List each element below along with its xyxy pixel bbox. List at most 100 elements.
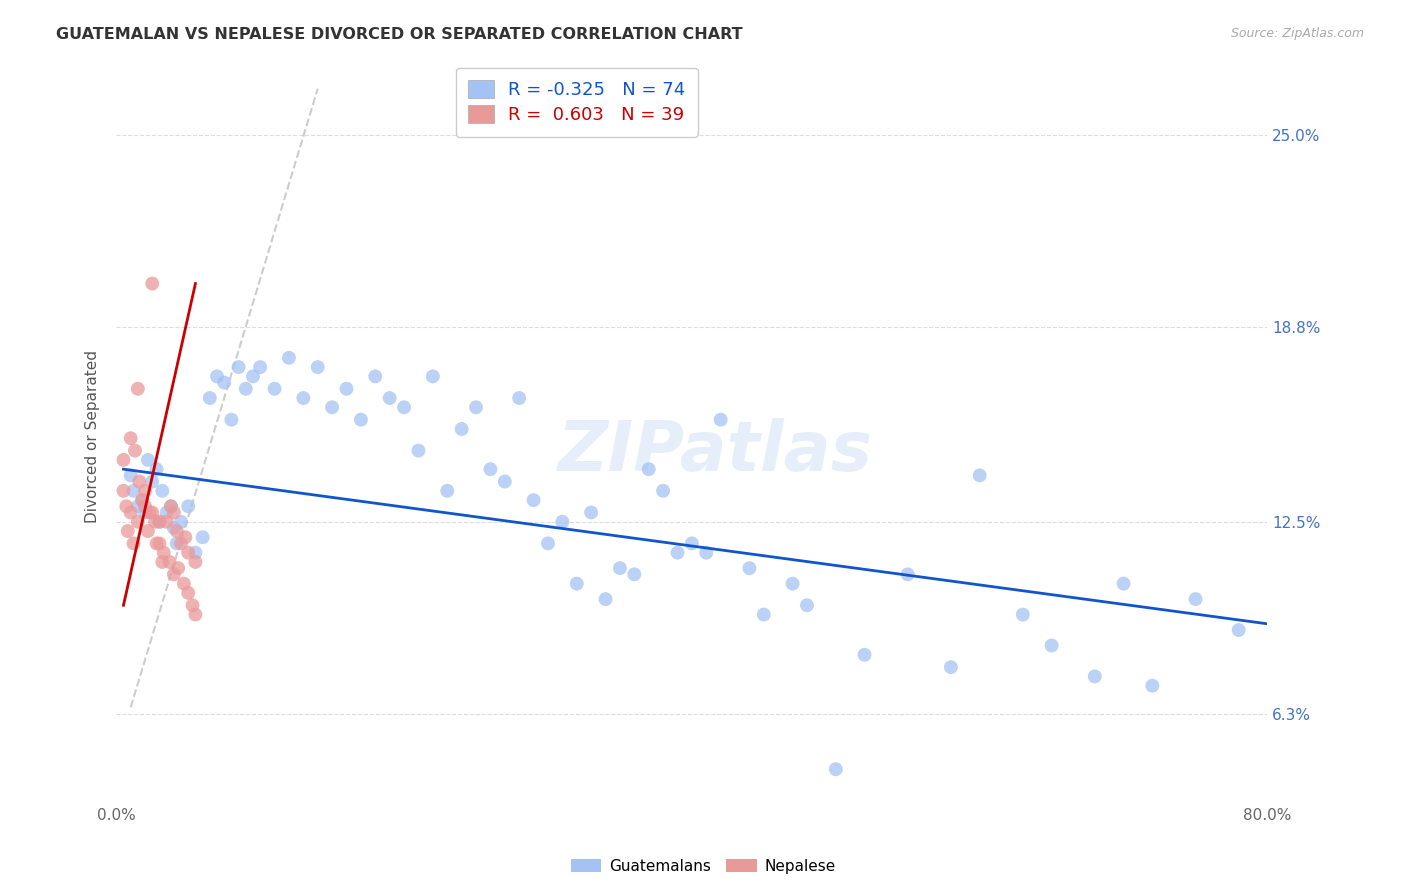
- Point: [136, 453, 159, 467]
- Y-axis label: Divorced or Separated: Divorced or Separated: [86, 351, 100, 524]
- Point: [652, 483, 675, 498]
- Point: [148, 515, 170, 529]
- Legend: Guatemalans, Nepalese: Guatemalans, Nepalese: [564, 853, 842, 880]
- Point: [1084, 669, 1107, 683]
- Point: [479, 462, 502, 476]
- Point: [184, 555, 207, 569]
- Point: [163, 567, 186, 582]
- Legend: R = -0.325   N = 74, R =  0.603   N = 39: R = -0.325 N = 74, R = 0.603 N = 39: [456, 68, 697, 137]
- Point: [335, 382, 357, 396]
- Point: [228, 360, 250, 375]
- Point: [163, 521, 186, 535]
- Point: [127, 500, 149, 514]
- Point: [167, 561, 190, 575]
- Point: [450, 422, 472, 436]
- Point: [235, 382, 257, 396]
- Point: [145, 536, 167, 550]
- Point: [307, 360, 329, 375]
- Text: GUATEMALAN VS NEPALESE DIVORCED OR SEPARATED CORRELATION CHART: GUATEMALAN VS NEPALESE DIVORCED OR SEPAR…: [56, 27, 742, 42]
- Point: [695, 546, 717, 560]
- Point: [136, 524, 159, 538]
- Point: [134, 483, 156, 498]
- Point: [124, 443, 146, 458]
- Point: [1112, 576, 1135, 591]
- Point: [184, 607, 207, 622]
- Point: [508, 391, 530, 405]
- Point: [141, 475, 163, 489]
- Point: [1011, 607, 1033, 622]
- Point: [120, 468, 142, 483]
- Point: [160, 500, 183, 514]
- Point: [623, 567, 645, 582]
- Point: [853, 648, 876, 662]
- Point: [152, 546, 174, 560]
- Point: [128, 475, 150, 489]
- Point: [198, 391, 221, 405]
- Point: [177, 500, 200, 514]
- Point: [131, 493, 153, 508]
- Text: ZIPatlas: ZIPatlas: [557, 417, 872, 484]
- Point: [134, 506, 156, 520]
- Point: [120, 506, 142, 520]
- Point: [465, 401, 488, 415]
- Point: [710, 412, 733, 426]
- Point: [143, 515, 166, 529]
- Point: [364, 369, 387, 384]
- Point: [422, 369, 444, 384]
- Point: [278, 351, 301, 365]
- Point: [1184, 592, 1206, 607]
- Point: [166, 524, 188, 538]
- Point: [609, 561, 631, 575]
- Point: [134, 500, 156, 514]
- Point: [666, 546, 689, 560]
- Point: [150, 483, 173, 498]
- Point: [191, 530, 214, 544]
- Point: [184, 546, 207, 560]
- Point: [263, 382, 285, 396]
- Point: [120, 431, 142, 445]
- Point: [1142, 679, 1164, 693]
- Point: [117, 524, 139, 538]
- Point: [796, 599, 818, 613]
- Point: [127, 515, 149, 529]
- Point: [221, 412, 243, 426]
- Point: [156, 515, 179, 529]
- Point: [551, 515, 574, 529]
- Point: [242, 369, 264, 384]
- Point: [637, 462, 659, 476]
- Point: [436, 483, 458, 498]
- Point: [939, 660, 962, 674]
- Point: [1040, 639, 1063, 653]
- Point: [170, 515, 193, 529]
- Point: [148, 515, 170, 529]
- Point: [408, 443, 430, 458]
- Point: [752, 607, 775, 622]
- Point: [537, 536, 560, 550]
- Point: [205, 369, 228, 384]
- Point: [163, 506, 186, 520]
- Point: [595, 592, 617, 607]
- Point: [156, 506, 179, 520]
- Point: [738, 561, 761, 575]
- Point: [1227, 623, 1250, 637]
- Point: [166, 536, 188, 550]
- Point: [249, 360, 271, 375]
- Point: [579, 506, 602, 520]
- Point: [141, 277, 163, 291]
- Point: [150, 555, 173, 569]
- Point: [145, 462, 167, 476]
- Point: [174, 530, 197, 544]
- Point: [897, 567, 920, 582]
- Point: [782, 576, 804, 591]
- Point: [148, 536, 170, 550]
- Point: [177, 546, 200, 560]
- Point: [112, 483, 135, 498]
- Point: [170, 536, 193, 550]
- Point: [350, 412, 373, 426]
- Point: [824, 762, 846, 776]
- Text: Source: ZipAtlas.com: Source: ZipAtlas.com: [1230, 27, 1364, 40]
- Point: [681, 536, 703, 550]
- Point: [523, 493, 546, 508]
- Point: [392, 401, 415, 415]
- Point: [160, 500, 183, 514]
